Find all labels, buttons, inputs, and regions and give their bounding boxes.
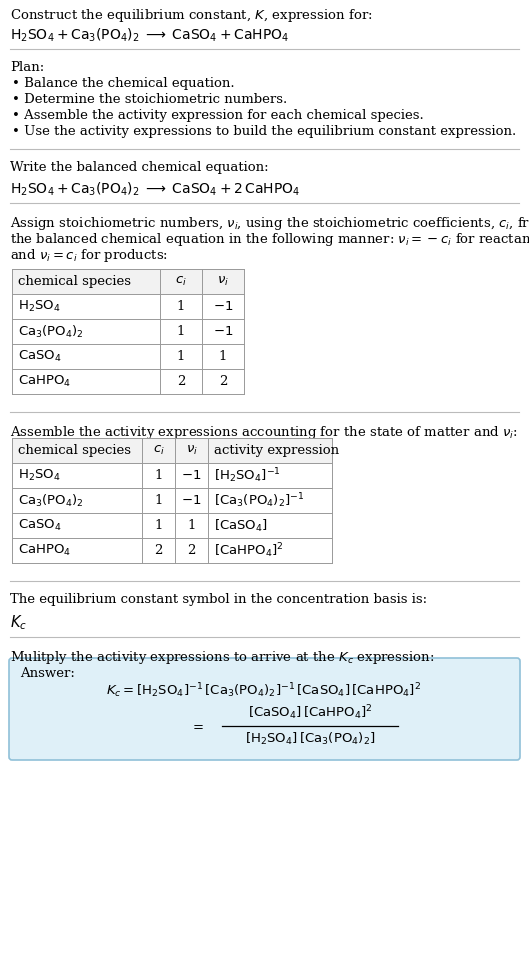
- Text: 1: 1: [177, 350, 185, 363]
- Text: 1: 1: [154, 519, 163, 532]
- Text: • Balance the chemical equation.: • Balance the chemical equation.: [12, 77, 235, 90]
- Text: 2: 2: [187, 544, 196, 557]
- Text: Mulitply the activity expressions to arrive at the $K_c$ expression:: Mulitply the activity expressions to arr…: [10, 649, 434, 666]
- FancyBboxPatch shape: [9, 658, 520, 760]
- Text: $-1$: $-1$: [181, 469, 202, 482]
- Text: 2: 2: [177, 375, 185, 388]
- Text: $\mathrm{CaSO_4}$: $\mathrm{CaSO_4}$: [18, 518, 62, 533]
- Text: $[\mathrm{CaSO_4}]$: $[\mathrm{CaSO_4}]$: [214, 518, 268, 533]
- Text: activity expression: activity expression: [214, 444, 339, 457]
- Bar: [12, 269, 244, 294]
- Text: • Use the activity expressions to build the equilibrium constant expression.: • Use the activity expressions to build …: [12, 125, 516, 138]
- Text: $[\mathrm{H_2SO_4}]^{-1}$: $[\mathrm{H_2SO_4}]^{-1}$: [214, 466, 281, 485]
- Text: $K_c$: $K_c$: [10, 613, 27, 632]
- Text: The equilibrium constant symbol in the concentration basis is:: The equilibrium constant symbol in the c…: [10, 593, 427, 606]
- Text: and $\nu_i = c_i$ for products:: and $\nu_i = c_i$ for products:: [10, 247, 168, 264]
- Text: $=$: $=$: [190, 719, 204, 733]
- Text: • Assemble the activity expression for each chemical species.: • Assemble the activity expression for e…: [12, 109, 424, 122]
- Text: Write the balanced chemical equation:: Write the balanced chemical equation:: [10, 161, 269, 174]
- Text: Plan:: Plan:: [10, 61, 44, 74]
- Text: 1: 1: [177, 300, 185, 313]
- Text: Assemble the activity expressions accounting for the state of matter and $\nu_i$: Assemble the activity expressions accoun…: [10, 424, 518, 441]
- Text: $[\mathrm{Ca_3(PO_4)_2}]^{-1}$: $[\mathrm{Ca_3(PO_4)_2}]^{-1}$: [214, 491, 305, 510]
- Text: $\mathrm{CaHPO_4}$: $\mathrm{CaHPO_4}$: [18, 543, 71, 558]
- Text: 2: 2: [219, 375, 227, 388]
- Text: $\nu_i$: $\nu_i$: [186, 444, 197, 457]
- Text: • Determine the stoichiometric numbers.: • Determine the stoichiometric numbers.: [12, 93, 287, 106]
- Text: $-1$: $-1$: [213, 325, 233, 338]
- Text: $K_c = [\mathrm{H_2SO_4}]^{-1}\,[\mathrm{Ca_3(PO_4)_2}]^{-1}\,[\mathrm{CaSO_4}]\: $K_c = [\mathrm{H_2SO_4}]^{-1}\,[\mathrm…: [106, 682, 422, 700]
- Text: 1: 1: [177, 325, 185, 338]
- Text: 2: 2: [154, 544, 163, 557]
- Text: $\nu_i$: $\nu_i$: [217, 275, 229, 288]
- Text: chemical species: chemical species: [18, 275, 131, 288]
- Text: $\mathrm{Ca_3(PO_4)_2}$: $\mathrm{Ca_3(PO_4)_2}$: [18, 323, 84, 339]
- Text: $[\mathrm{CaHPO_4}]^2$: $[\mathrm{CaHPO_4}]^2$: [214, 541, 284, 560]
- Text: 1: 1: [154, 494, 163, 507]
- Text: $\mathrm{H_2SO_4 + Ca_3(PO_4)_2 \;\longrightarrow\; CaSO_4 + CaHPO_4}$: $\mathrm{H_2SO_4 + Ca_3(PO_4)_2 \;\longr…: [10, 27, 289, 44]
- Text: $-1$: $-1$: [181, 494, 202, 507]
- Text: $[\mathrm{H_2SO_4}]\,[\mathrm{Ca_3(PO_4)_2}]$: $[\mathrm{H_2SO_4}]\,[\mathrm{Ca_3(PO_4)…: [245, 731, 375, 747]
- Text: $-1$: $-1$: [213, 300, 233, 313]
- Text: $\mathrm{CaHPO_4}$: $\mathrm{CaHPO_4}$: [18, 374, 71, 389]
- Text: $c_i$: $c_i$: [152, 444, 165, 457]
- Text: Construct the equilibrium constant, $K$, expression for:: Construct the equilibrium constant, $K$,…: [10, 7, 372, 24]
- Text: $\mathrm{CaSO_4}$: $\mathrm{CaSO_4}$: [18, 349, 62, 364]
- Text: the balanced chemical equation in the following manner: $\nu_i = -c_i$ for react: the balanced chemical equation in the fo…: [10, 231, 529, 248]
- Text: $\mathrm{H_2SO_4}$: $\mathrm{H_2SO_4}$: [18, 299, 61, 314]
- Text: 1: 1: [187, 519, 196, 532]
- Text: 1: 1: [219, 350, 227, 363]
- Text: $\mathrm{H_2SO_4}$: $\mathrm{H_2SO_4}$: [18, 468, 61, 483]
- Text: $[\mathrm{CaSO_4}]\,[\mathrm{CaHPO_4}]^2$: $[\mathrm{CaSO_4}]\,[\mathrm{CaHPO_4}]^2…: [248, 704, 372, 722]
- Text: $\mathrm{Ca_3(PO_4)_2}$: $\mathrm{Ca_3(PO_4)_2}$: [18, 493, 84, 508]
- Text: Answer:: Answer:: [20, 667, 75, 680]
- Bar: [12, 438, 332, 463]
- Text: $c_i$: $c_i$: [175, 275, 187, 288]
- Text: chemical species: chemical species: [18, 444, 131, 457]
- Text: 1: 1: [154, 469, 163, 482]
- Text: $\mathrm{H_2SO_4 + Ca_3(PO_4)_2 \;\longrightarrow\; CaSO_4 + 2\,CaHPO_4}$: $\mathrm{H_2SO_4 + Ca_3(PO_4)_2 \;\longr…: [10, 181, 300, 199]
- Text: Assign stoichiometric numbers, $\nu_i$, using the stoichiometric coefficients, $: Assign stoichiometric numbers, $\nu_i$, …: [10, 215, 529, 232]
